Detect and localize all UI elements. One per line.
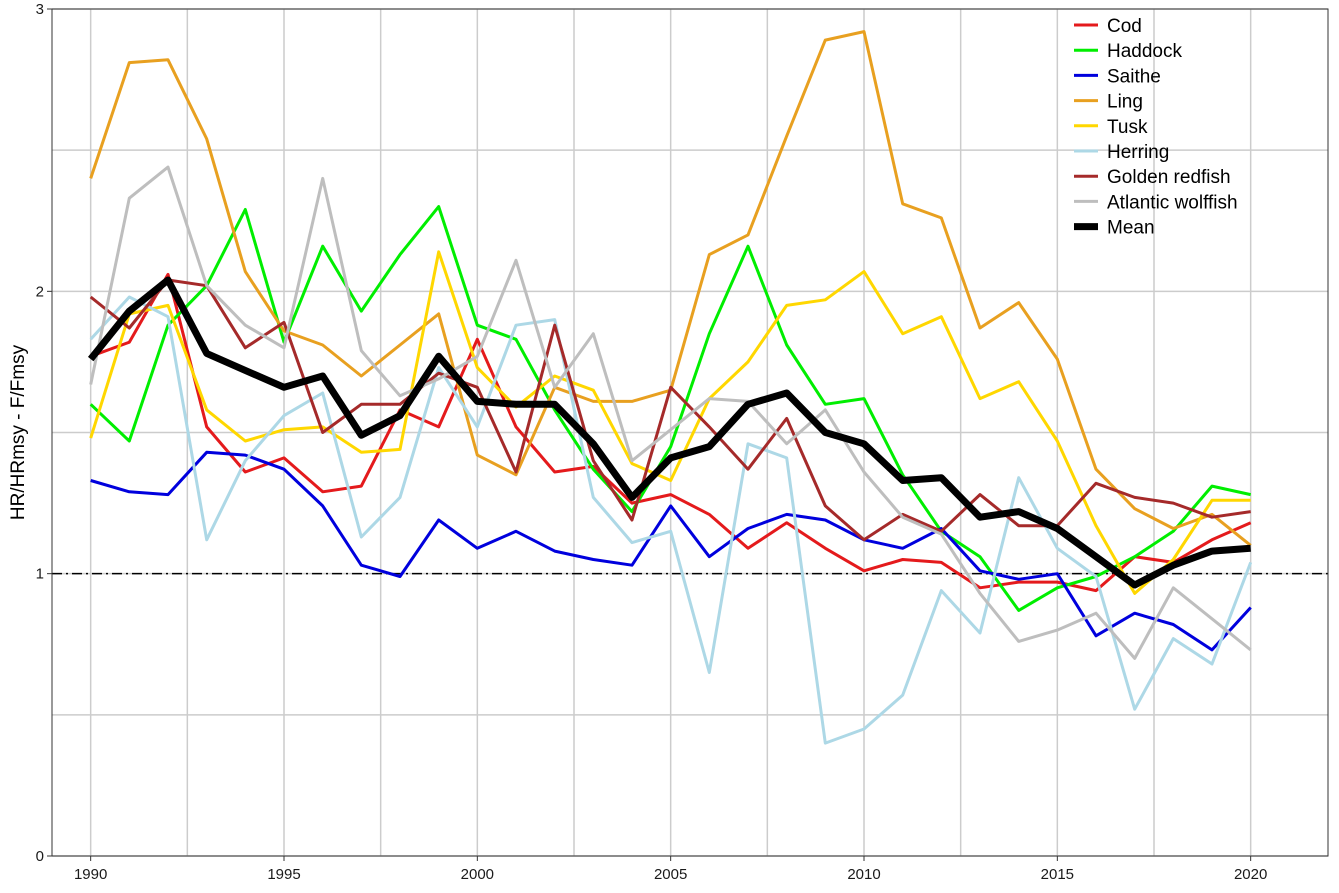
axes: 1990 1995 2000 2005 2010 2015 2020 0 1 2 3 [36,1,1268,883]
series-line-tusk [89,250,1251,595]
x-tick-label: 2015 [1041,866,1074,883]
legend-label: Atlantic wolffish [1107,192,1238,213]
legend-label: Herring [1107,142,1169,163]
legend-label: Golden redfish [1107,167,1231,188]
x-tick-label: 1995 [267,866,300,883]
legend-item: Atlantic wolffish [1074,192,1238,213]
legend-label: Saithe [1107,66,1161,87]
x-tick-label: 2010 [847,866,880,883]
y-tick-label: 3 [36,1,44,18]
legend-label: Cod [1107,16,1142,37]
legend: Cod Haddock Saithe Ling Tusk Herring Golden re… [1074,16,1238,239]
series-line-cod [90,272,1252,593]
series-line-atlantic-wolffish [89,165,1252,660]
legend-label: Mean [1107,218,1155,239]
legend-item: Cod [1074,16,1142,37]
legend-item: Haddock [1074,41,1182,62]
legend-label: Tusk [1107,117,1148,138]
plot-border [51,8,1329,857]
y-tick-label: 0 [36,848,44,865]
x-tick-label: 2005 [654,866,687,883]
x-tick-label: 1990 [74,866,107,883]
legend-label: Ling [1107,92,1143,113]
series-line-saithe [90,450,1252,652]
y-axis-title: HR/HRmsy - F/Fmsy [8,344,29,520]
x-tick-label: 2000 [461,866,494,883]
legend-label: Haddock [1107,41,1182,62]
y-tick-label: 2 [36,283,44,300]
legend-item: Tusk [1074,117,1148,138]
y-tick-label: 1 [36,566,44,583]
series-lines [87,30,1253,745]
x-tick-label: 2020 [1234,866,1267,883]
legend-item: Saithe [1074,66,1161,87]
legend-item: Mean [1074,218,1155,239]
series-line-mean [87,276,1251,589]
legend-item: Ling [1074,92,1143,113]
legend-item: Golden redfish [1074,167,1231,188]
series-line-herring [89,295,1253,745]
legend-item: Herring [1074,142,1169,163]
